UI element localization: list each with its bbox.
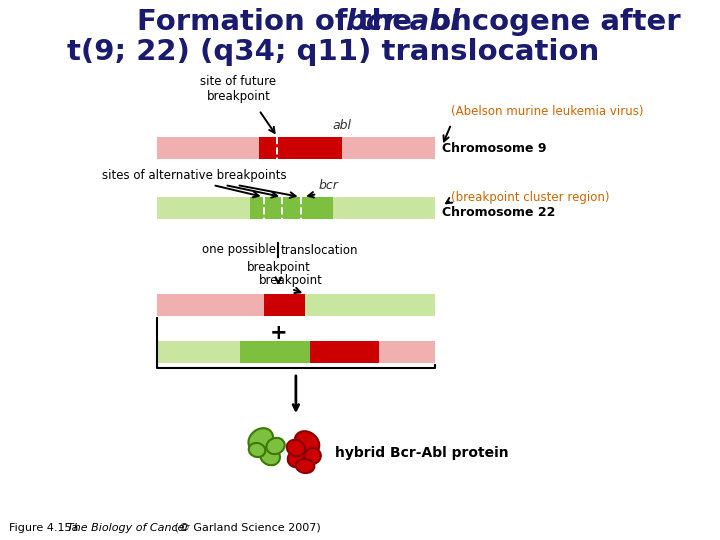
Bar (157, 294, 264, 316)
Ellipse shape (296, 459, 315, 473)
Text: (breakpoint cluster region): (breakpoint cluster region) (451, 192, 610, 205)
Text: Formation of the: Formation of the (137, 8, 422, 36)
Text: one possible: one possible (202, 244, 276, 256)
Bar (310, 341, 379, 363)
Bar (379, 341, 435, 363)
Bar (157, 137, 259, 159)
Ellipse shape (248, 428, 273, 452)
Bar (157, 341, 240, 363)
Bar (157, 197, 250, 219)
Bar (342, 137, 435, 159)
Text: breakpoint: breakpoint (259, 274, 323, 287)
Text: Chromosome 22: Chromosome 22 (442, 206, 555, 219)
Text: bcr-abl: bcr-abl (345, 8, 460, 36)
Ellipse shape (294, 431, 319, 455)
Text: Figure 4.15a: Figure 4.15a (9, 523, 86, 533)
Bar (250, 197, 333, 219)
Text: The Biology of Cancer: The Biology of Cancer (66, 523, 189, 533)
Bar (240, 341, 310, 363)
Bar (333, 197, 435, 219)
Bar (259, 137, 342, 159)
Ellipse shape (288, 449, 307, 467)
Text: breakpoint: breakpoint (246, 261, 310, 274)
Bar (264, 294, 305, 316)
Ellipse shape (249, 443, 266, 457)
Text: sites of alternative breakpoints: sites of alternative breakpoints (102, 169, 287, 182)
Ellipse shape (266, 438, 284, 454)
Text: (Abelson murine leukemia virus): (Abelson murine leukemia virus) (451, 105, 644, 118)
Bar (305, 294, 435, 316)
Text: site of future
breakpoint: site of future breakpoint (200, 75, 276, 103)
Text: t(9; 22) (q34; q11) translocation: t(9; 22) (q34; q11) translocation (67, 38, 599, 66)
Text: +: + (269, 323, 287, 343)
Ellipse shape (305, 448, 321, 464)
Text: (© Garland Science 2007): (© Garland Science 2007) (171, 523, 321, 533)
Ellipse shape (260, 447, 280, 465)
Ellipse shape (287, 440, 305, 456)
Text: bcr: bcr (319, 179, 339, 192)
Text: translocation: translocation (281, 244, 359, 256)
Text: hybrid Bcr-Abl protein: hybrid Bcr-Abl protein (335, 446, 508, 460)
Text: oncogene after: oncogene after (420, 8, 680, 36)
Text: abl: abl (333, 119, 351, 132)
Text: Chromosome 9: Chromosome 9 (442, 141, 546, 154)
